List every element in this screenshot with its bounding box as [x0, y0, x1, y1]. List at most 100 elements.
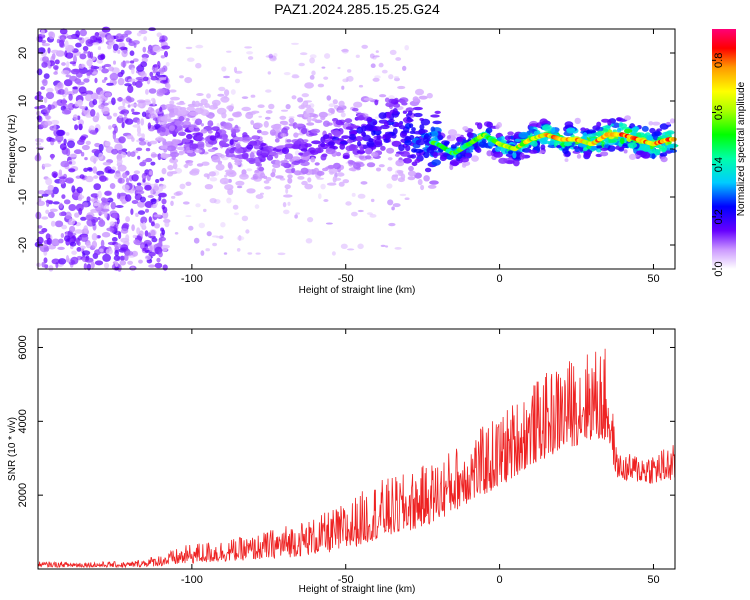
heatmap-cell [66, 35, 76, 40]
heatmap-cell [149, 71, 154, 77]
heatmap-cell [507, 131, 514, 136]
heatmap-cell [285, 188, 289, 194]
heatmap-cell [75, 42, 82, 48]
heatmap-cell [147, 49, 155, 55]
heatmap-cell [41, 193, 49, 197]
heatmap-cell [68, 168, 76, 173]
heatmap-cell [186, 133, 193, 140]
heatmap-cell [586, 129, 597, 134]
heatmap-cell [296, 138, 304, 145]
heatmap-cell [302, 100, 309, 107]
heatmap-cell [88, 125, 95, 131]
heatmap-cell [45, 177, 53, 186]
heatmap-cell [93, 175, 99, 179]
heatmap-cell [394, 76, 399, 79]
heatmap-cell [161, 204, 165, 210]
heatmap-cell [218, 86, 226, 92]
heatmap-cell [375, 116, 380, 119]
heatmap-cell [231, 128, 237, 135]
snr-frame [37, 328, 676, 570]
heatmap-cell [258, 166, 265, 172]
heatmap-cell [151, 237, 158, 243]
heatmap-cell [355, 54, 360, 58]
heatmap-cell [607, 119, 612, 126]
heatmap-cell [349, 133, 357, 141]
heatmap-cell [337, 66, 341, 70]
heatmap-cell [246, 144, 254, 150]
colorbar-gradient [712, 29, 736, 269]
heatmap-cell [94, 142, 101, 148]
heatmap-cell [336, 172, 345, 177]
heatmap-cell [149, 245, 153, 252]
heatmap-cell [246, 157, 256, 163]
heatmap-cell [200, 109, 210, 116]
heatmap-cell [207, 120, 214, 127]
heatmap-cell [311, 140, 322, 145]
heatmap-cell [203, 173, 210, 178]
heatmap-cell [284, 153, 293, 160]
heatmap-cell [82, 45, 89, 52]
heatmap-cell [204, 103, 210, 108]
snr-ylabel: SNR (10 * v/v) [7, 417, 18, 481]
heatmap-cell [306, 122, 315, 126]
heatmap-cell [345, 126, 353, 130]
heatmap-cell [596, 132, 602, 136]
heatmap-cell [182, 201, 190, 205]
heatmap-cell [651, 153, 656, 160]
heatmap-cell [348, 144, 356, 151]
heatmap-cell [193, 237, 200, 244]
heatmap-cell [250, 120, 255, 125]
heatmap-cell [55, 134, 64, 143]
heatmap-cell [136, 126, 141, 134]
heatmap-cell [287, 177, 293, 184]
heatmap-cell [456, 152, 463, 160]
heatmap-cell [42, 78, 48, 87]
heatmap-cell [360, 181, 368, 185]
heatmap-cell [310, 156, 316, 163]
heatmap-cell [370, 198, 375, 203]
heatmap-cell [121, 49, 128, 58]
heatmap-cell [144, 255, 152, 261]
heatmap-cell [420, 118, 431, 126]
heatmap-cell [141, 173, 147, 180]
heatmap-cell [137, 132, 142, 137]
heatmap-cell [340, 243, 348, 249]
heatmap-cell [369, 53, 375, 59]
heatmap-cell [79, 136, 87, 141]
heatmap-cell [342, 179, 350, 184]
heatmap-cell [659, 152, 668, 157]
heatmap-cell [337, 109, 345, 113]
heatmap-cell [174, 232, 179, 235]
heatmap-cell [148, 113, 156, 119]
heatmap-cell [93, 183, 101, 191]
heatmap-cell [370, 63, 376, 68]
heatmap-cell [600, 147, 609, 151]
heatmap-cell [91, 208, 97, 213]
heatmap-cell [226, 197, 232, 204]
heatmap-cell [99, 248, 104, 253]
heatmap-cell [228, 105, 233, 112]
heatmap-cell [68, 204, 77, 211]
heatmap-cell [220, 222, 226, 228]
heatmap-cell [141, 111, 147, 118]
heatmap-cell [143, 76, 149, 82]
heatmap-cell [145, 147, 151, 152]
heatmap-cell [49, 208, 58, 212]
heatmap-cell [583, 151, 592, 158]
heatmap-cell [321, 66, 326, 69]
heatmap-cell [411, 127, 416, 132]
snr-xtick-label: 0 [497, 574, 503, 586]
colorbar-ticks: 0.0 0.2 0.4 0.6 0.8 [712, 53, 725, 277]
heatmap-cell [63, 79, 73, 87]
heatmap-cell [304, 82, 314, 89]
heatmap-cell [91, 148, 101, 154]
heatmap-cell [47, 104, 56, 110]
heatmap-cell [288, 117, 295, 124]
heatmap-cell [300, 167, 309, 175]
spectrogram-xtick-label: -50 [338, 273, 354, 285]
heatmap-cell [641, 125, 649, 132]
heatmap-cell [124, 83, 132, 87]
heatmap-cell [200, 123, 204, 127]
heatmap-cell [514, 138, 521, 142]
heatmap-cell [118, 136, 126, 144]
